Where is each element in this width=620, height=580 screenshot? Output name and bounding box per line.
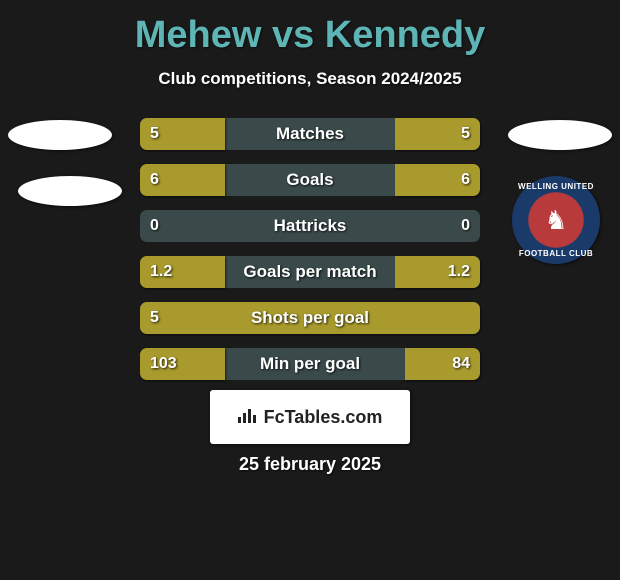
stats-area: 55Matches 66Goals 00Hattricks 1.21.2Goals p… (0, 118, 620, 394)
stat-row: 1.21.2Goals per match (0, 256, 620, 288)
stat-label: Goals (140, 164, 480, 196)
page-subtitle: Club competitions, Season 2024/2025 (0, 69, 620, 89)
stat-label: Min per goal (140, 348, 480, 380)
stat-row: 55Matches (0, 118, 620, 150)
stat-row: 5Shots per goal (0, 302, 620, 334)
stat-row: 66Goals (0, 164, 620, 196)
stat-row: 10384Min per goal (0, 348, 620, 380)
stat-row: 00Hattricks (0, 210, 620, 242)
brand-badge: FcTables.com (210, 390, 410, 444)
stat-label: Matches (140, 118, 480, 150)
page-title: Mehew vs Kennedy (0, 0, 620, 57)
chart-icon (238, 407, 258, 428)
brand-text: FcTables.com (264, 407, 383, 428)
comparison-card: Mehew vs Kennedy Club competitions, Seas… (0, 0, 620, 580)
stat-label: Hattricks (140, 210, 480, 242)
stat-label: Goals per match (140, 256, 480, 288)
stat-label: Shots per goal (140, 302, 480, 334)
date-text: 25 february 2025 (0, 454, 620, 475)
